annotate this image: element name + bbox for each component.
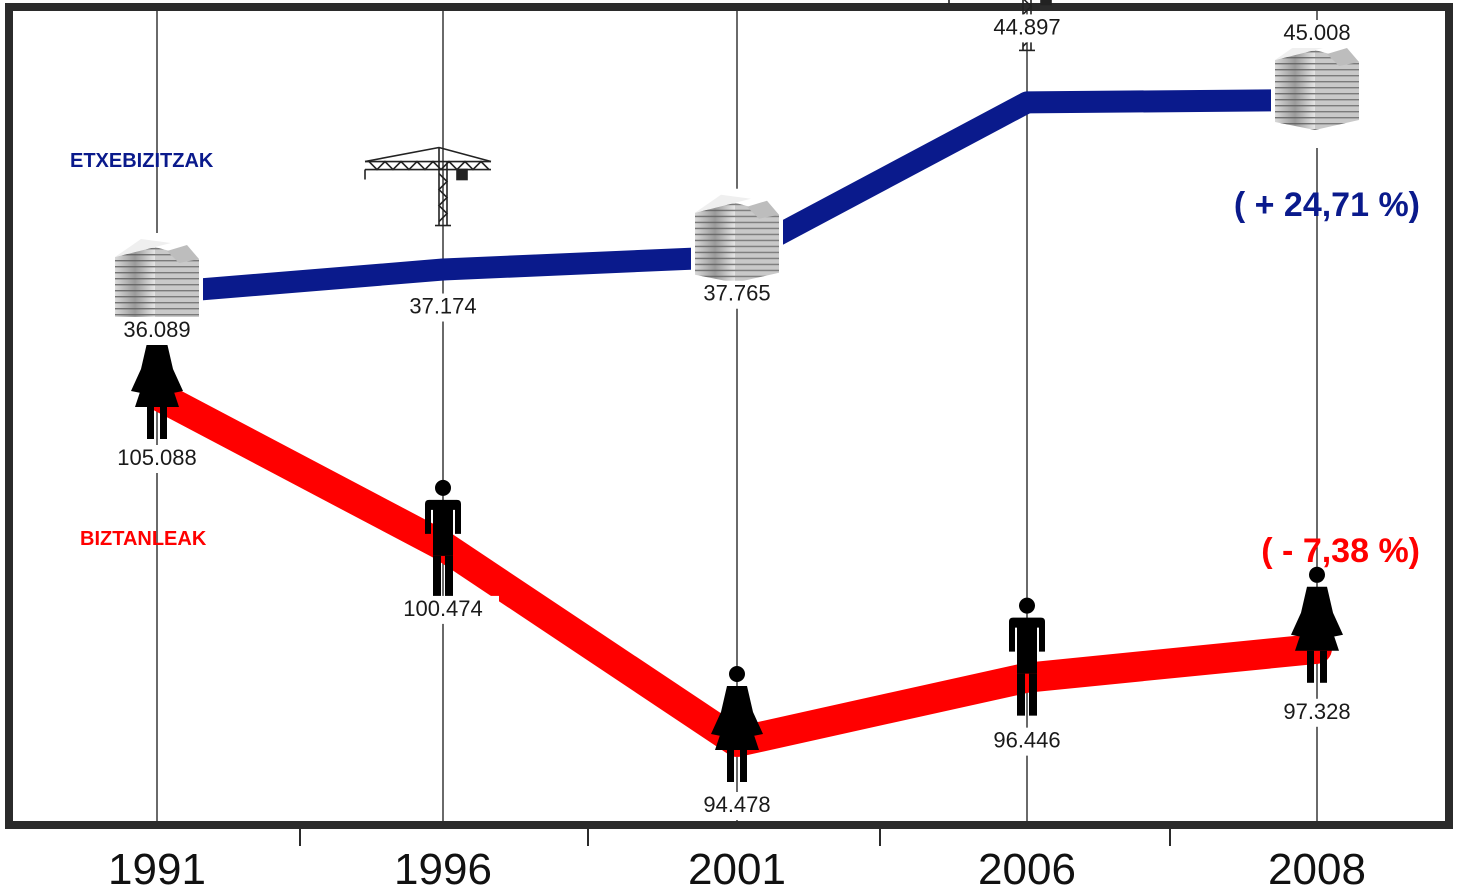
data-label: 36.089 bbox=[123, 317, 190, 342]
label-backing bbox=[101, 445, 213, 473]
label-backing bbox=[681, 792, 793, 820]
series-segment-1-1 bbox=[434, 533, 746, 755]
building-icon bbox=[695, 194, 779, 283]
series-segment-0-1 bbox=[442, 245, 738, 281]
data-label: 37.174 bbox=[409, 294, 476, 319]
series-segment-0-0 bbox=[156, 258, 444, 304]
data-label: 37.765 bbox=[703, 281, 770, 306]
label-backing bbox=[387, 293, 499, 322]
x-tick-label: 2008 bbox=[1268, 845, 1366, 891]
data-label: 97.328 bbox=[1283, 699, 1350, 724]
data-label: 45.008 bbox=[1283, 20, 1350, 45]
series-segment-1-3 bbox=[1025, 633, 1319, 693]
x-axis: 1991 1996 2001 2006 2008 bbox=[108, 829, 1366, 891]
series-segment-1-0 bbox=[150, 381, 450, 560]
building-icon bbox=[115, 239, 199, 327]
label-backing bbox=[387, 595, 499, 624]
data-label: 96.446 bbox=[993, 728, 1060, 753]
label-backing bbox=[101, 317, 213, 345]
data-label: 105.088 bbox=[117, 445, 197, 470]
series-label-etxebizitzak: ETXEBIZITZAK bbox=[70, 150, 214, 172]
label-backing bbox=[971, 14, 1083, 43]
series-label-biztanleak: BIZTANLEAK bbox=[80, 528, 207, 550]
data-point bbox=[1016, 91, 1038, 114]
change-label-etxebizitzak: ( + 24,71 %) bbox=[1234, 186, 1420, 224]
x-tick-label: 2006 bbox=[978, 845, 1076, 891]
label-backing bbox=[681, 280, 793, 309]
data-label: 94.478 bbox=[703, 792, 770, 817]
change-label-biztanleak: ( - 7,38 %) bbox=[1261, 532, 1420, 570]
series-segment-1-2 bbox=[733, 662, 1031, 757]
building-icon bbox=[1275, 42, 1359, 130]
label-backing bbox=[1261, 20, 1373, 48]
series-segment-0-3 bbox=[1026, 89, 1318, 114]
x-tick-label: 1996 bbox=[394, 845, 492, 891]
data-label: 44.897 bbox=[993, 14, 1060, 39]
series-segment-0-2 bbox=[731, 92, 1033, 267]
data-labels: 36.089 37.174 37.765 44.897 45.008 105.088 100… bbox=[101, 14, 1373, 820]
label-backing bbox=[971, 727, 1083, 756]
data-point bbox=[432, 258, 454, 281]
x-tick-label: 2001 bbox=[688, 845, 786, 891]
label-backing bbox=[1261, 698, 1373, 727]
data-label: 100.474 bbox=[403, 596, 483, 621]
x-tick-label: 1991 bbox=[108, 845, 206, 891]
series-lines bbox=[142, 89, 1332, 757]
